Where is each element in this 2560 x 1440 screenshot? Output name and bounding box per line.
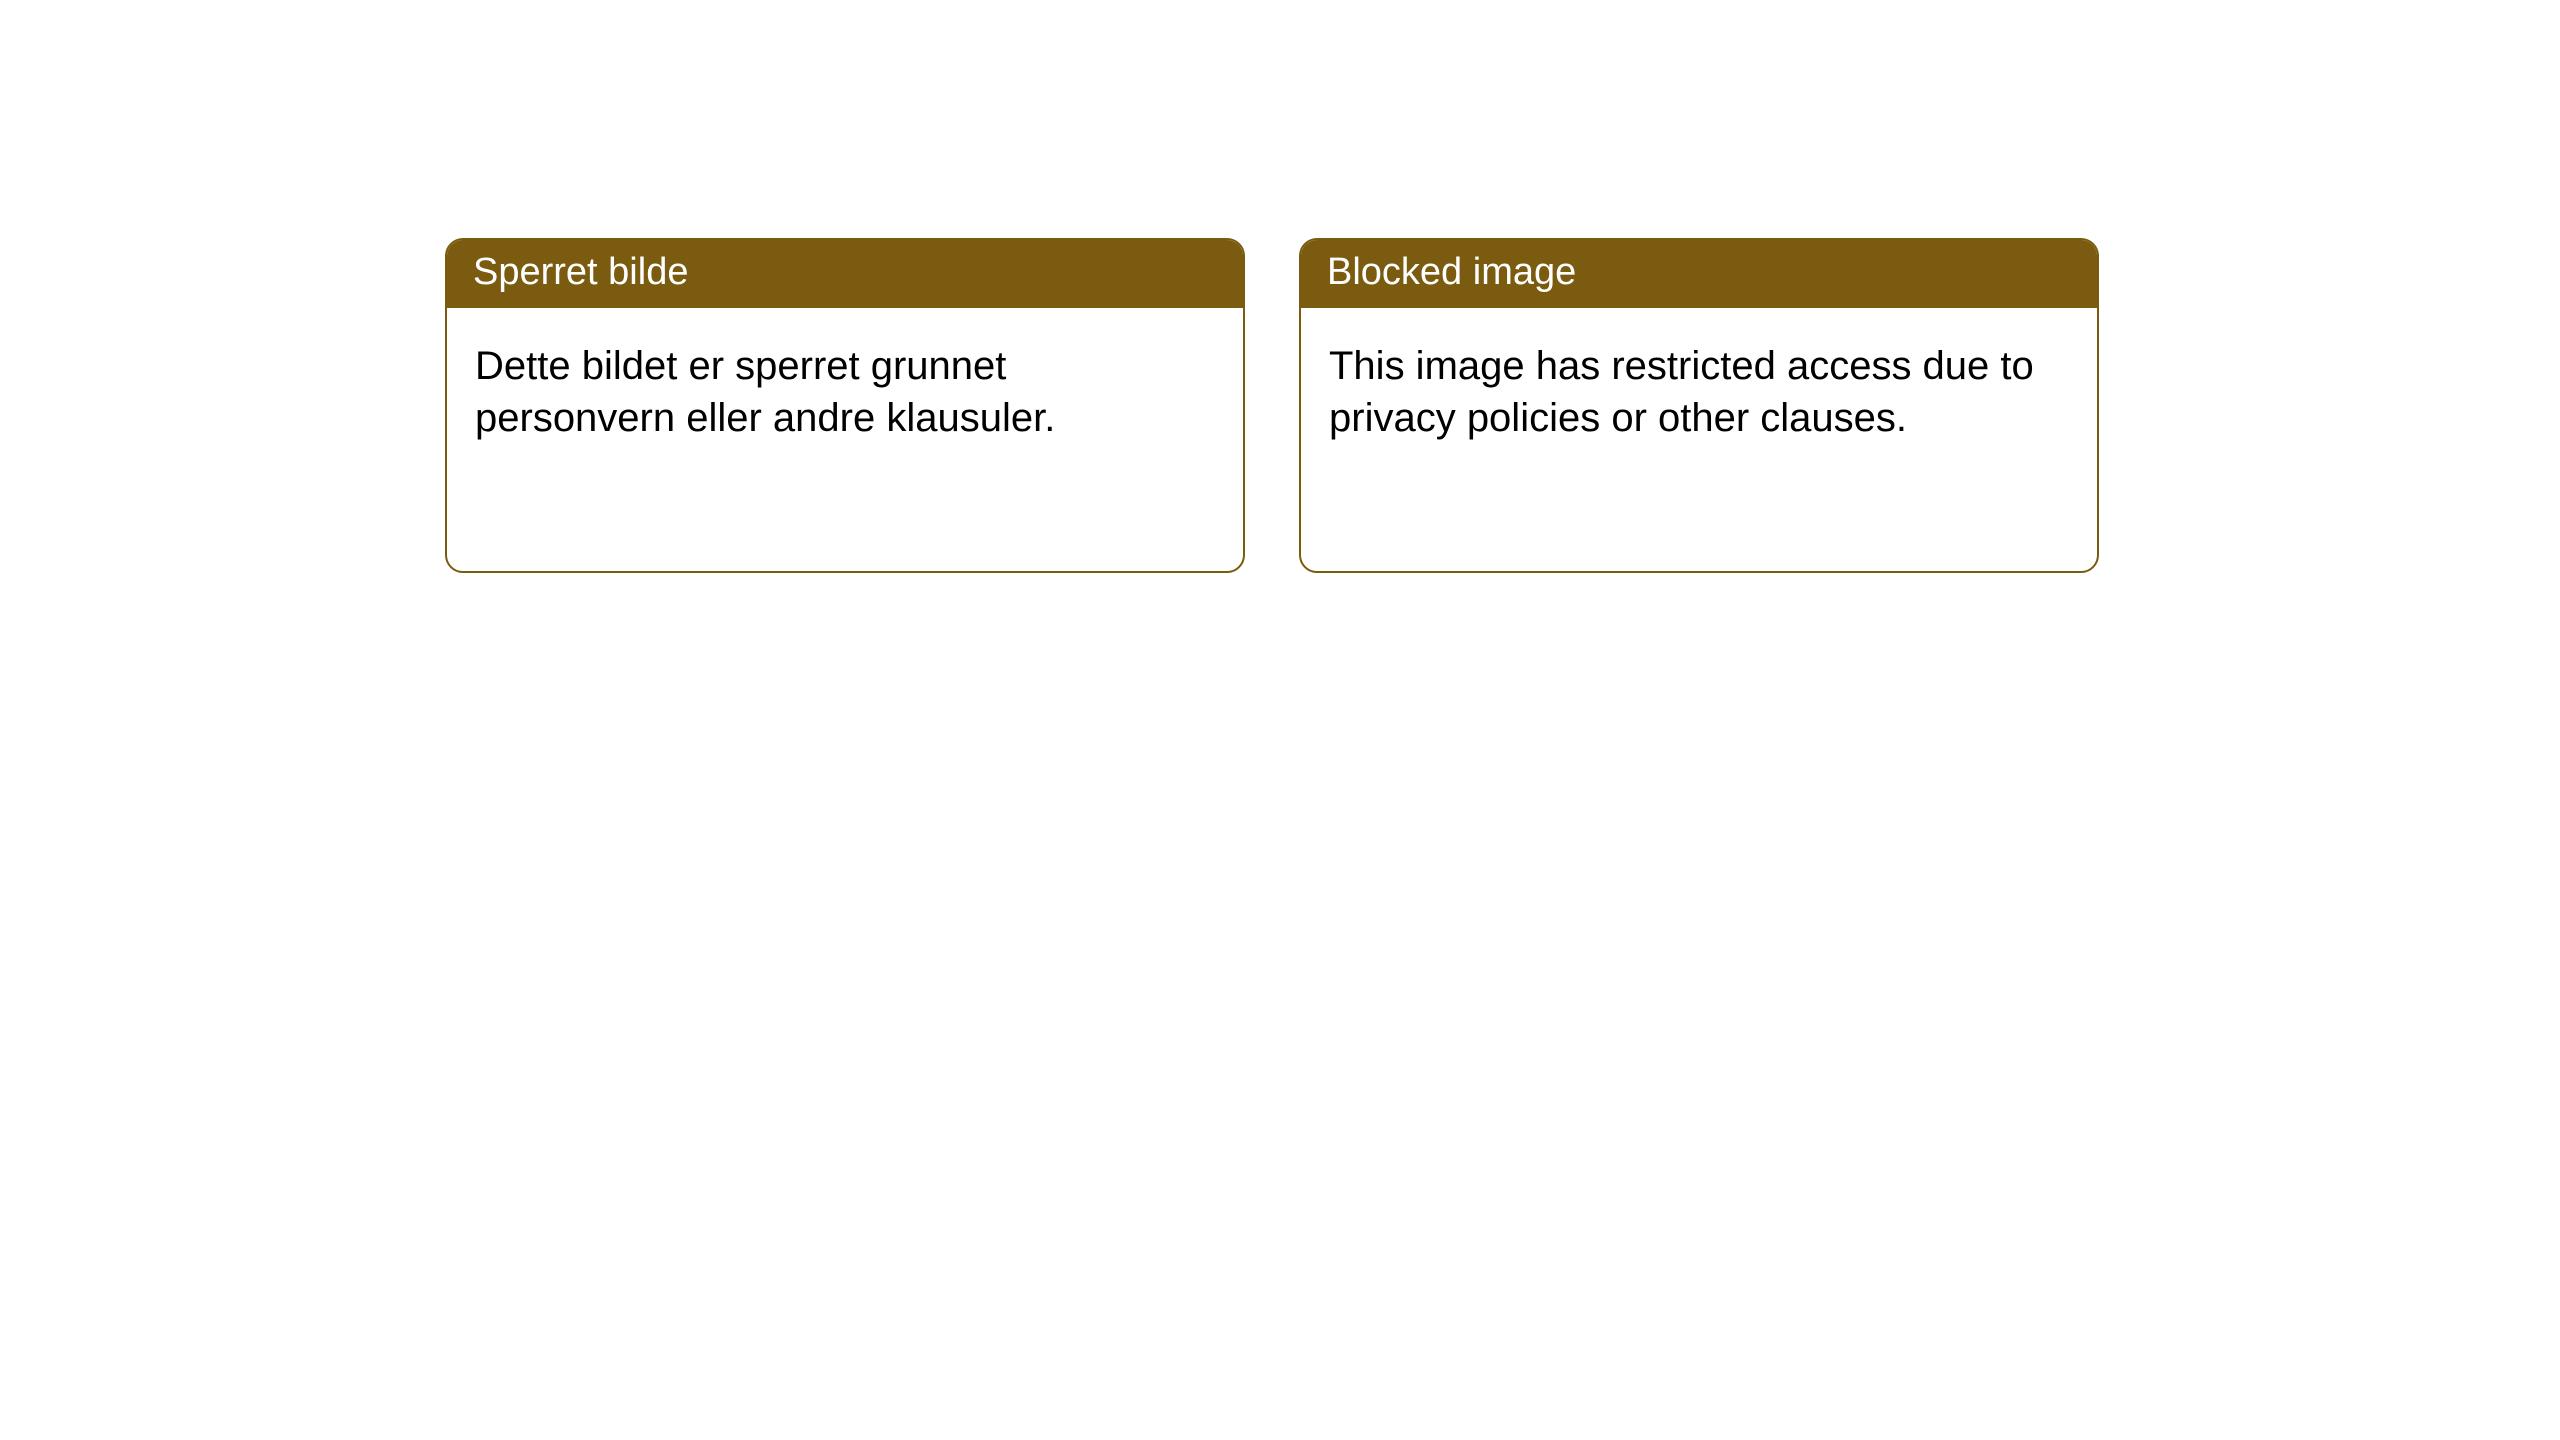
card-header: Sperret bilde	[447, 240, 1243, 308]
card-header: Blocked image	[1301, 240, 2097, 308]
notice-card-norwegian: Sperret bilde Dette bildet er sperret gr…	[445, 238, 1245, 573]
notice-card-english: Blocked image This image has restricted …	[1299, 238, 2099, 573]
notice-cards-container: Sperret bilde Dette bildet er sperret gr…	[0, 0, 2560, 573]
card-body: This image has restricted access due to …	[1301, 308, 2097, 476]
card-body: Dette bildet er sperret grunnet personve…	[447, 308, 1243, 476]
